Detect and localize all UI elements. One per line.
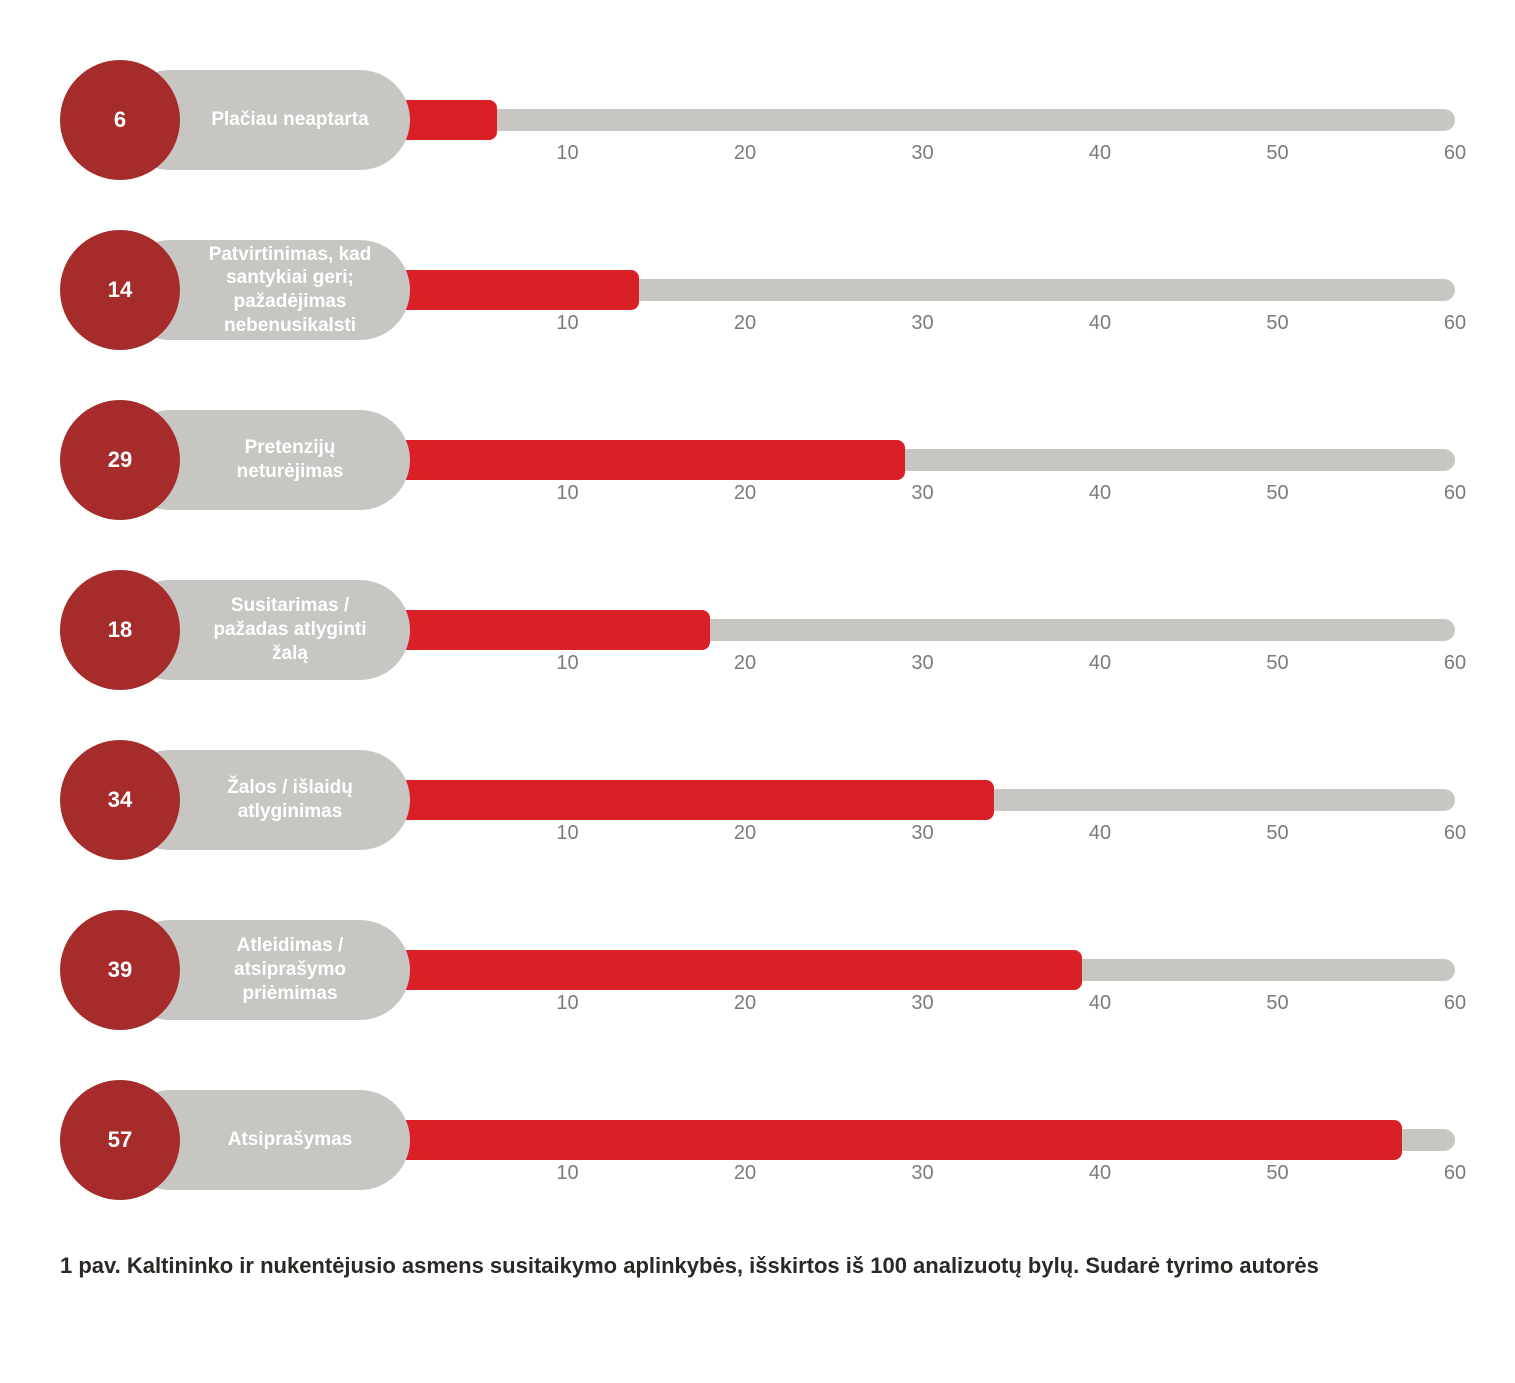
axis-tick-label: 30 bbox=[911, 822, 933, 845]
axis-ticks: 102030405060 bbox=[390, 652, 1455, 682]
axis-tick-label: 20 bbox=[734, 312, 756, 335]
value-badge: 39 bbox=[60, 910, 180, 1030]
axis-tick-label: 60 bbox=[1444, 142, 1466, 165]
axis-tick-label: 40 bbox=[1089, 822, 1111, 845]
chart-row: 14Patvirtinimas, kad santykiai geri; paž… bbox=[60, 230, 1455, 350]
axis-ticks: 102030405060 bbox=[390, 312, 1455, 342]
axis-tick-label: 20 bbox=[734, 652, 756, 675]
axis-tick-label: 40 bbox=[1089, 482, 1111, 505]
axis-tick-label: 50 bbox=[1266, 992, 1288, 1015]
axis-tick-label: 40 bbox=[1089, 312, 1111, 335]
axis-tick-label: 10 bbox=[556, 482, 578, 505]
axis-tick-label: 20 bbox=[734, 482, 756, 505]
axis-tick-label: 50 bbox=[1266, 652, 1288, 675]
bar-fill bbox=[390, 610, 710, 650]
axis-tick-label: 30 bbox=[911, 482, 933, 505]
bar-track bbox=[390, 109, 1455, 131]
bar-fill bbox=[390, 780, 994, 820]
axis-tick-label: 40 bbox=[1089, 652, 1111, 675]
axis-ticks: 102030405060 bbox=[390, 142, 1455, 172]
axis-tick-label: 50 bbox=[1266, 1162, 1288, 1185]
axis-tick-label: 50 bbox=[1266, 482, 1288, 505]
axis-tick-label: 50 bbox=[1266, 312, 1288, 335]
axis-tick-label: 60 bbox=[1444, 312, 1466, 335]
axis-tick-label: 60 bbox=[1444, 482, 1466, 505]
axis-tick-label: 20 bbox=[734, 992, 756, 1015]
value-badge: 34 bbox=[60, 740, 180, 860]
bar-fill bbox=[390, 950, 1082, 990]
axis-ticks: 102030405060 bbox=[390, 822, 1455, 852]
axis-tick-label: 20 bbox=[734, 822, 756, 845]
axis-ticks: 102030405060 bbox=[390, 482, 1455, 512]
axis-ticks: 102030405060 bbox=[390, 1162, 1455, 1192]
axis-ticks: 102030405060 bbox=[390, 992, 1455, 1022]
bar-track-area: 102030405060 bbox=[390, 580, 1455, 680]
axis-tick-label: 10 bbox=[556, 312, 578, 335]
value-badge: 29 bbox=[60, 400, 180, 520]
axis-tick-label: 10 bbox=[556, 142, 578, 165]
axis-tick-label: 10 bbox=[556, 822, 578, 845]
bar-track-area: 102030405060 bbox=[390, 1090, 1455, 1190]
axis-tick-label: 50 bbox=[1266, 142, 1288, 165]
value-badge: 6 bbox=[60, 60, 180, 180]
axis-tick-label: 40 bbox=[1089, 992, 1111, 1015]
axis-tick-label: 60 bbox=[1444, 1162, 1466, 1185]
value-badge: 18 bbox=[60, 570, 180, 690]
axis-tick-label: 30 bbox=[911, 992, 933, 1015]
chart-row: 29Pretenzijų neturėjimas102030405060 bbox=[60, 400, 1455, 520]
bar-track-area: 102030405060 bbox=[390, 920, 1455, 1020]
chart-row: 57Atsiprašymas102030405060 bbox=[60, 1080, 1455, 1200]
bar-track-area: 102030405060 bbox=[390, 240, 1455, 340]
bar-track-area: 102030405060 bbox=[390, 410, 1455, 510]
axis-tick-label: 10 bbox=[556, 1162, 578, 1185]
bar-fill bbox=[390, 270, 639, 310]
axis-tick-label: 40 bbox=[1089, 1162, 1111, 1185]
bar-fill bbox=[390, 440, 905, 480]
axis-tick-label: 30 bbox=[911, 142, 933, 165]
axis-tick-label: 50 bbox=[1266, 822, 1288, 845]
chart-row: 39Atleidimas / atsiprašymo priėmimas1020… bbox=[60, 910, 1455, 1030]
axis-tick-label: 40 bbox=[1089, 142, 1111, 165]
bar-fill bbox=[390, 1120, 1402, 1160]
bar-track-area: 102030405060 bbox=[390, 70, 1455, 170]
axis-tick-label: 20 bbox=[734, 1162, 756, 1185]
chart-row: 6Plačiau neaptarta102030405060 bbox=[60, 60, 1455, 180]
bar-chart: 6Plačiau neaptarta10203040506014Patvirti… bbox=[60, 60, 1455, 1200]
chart-row: 34Žalos / išlaidų atlyginimas10203040506… bbox=[60, 740, 1455, 860]
axis-tick-label: 20 bbox=[734, 142, 756, 165]
bar-track-area: 102030405060 bbox=[390, 750, 1455, 850]
chart-caption: 1 pav. Kaltininko ir nukentėjusio asmens… bbox=[60, 1250, 1440, 1282]
axis-tick-label: 60 bbox=[1444, 992, 1466, 1015]
chart-row: 18Susitarimas / pažadas atlyginti žalą10… bbox=[60, 570, 1455, 690]
axis-tick-label: 30 bbox=[911, 652, 933, 675]
axis-tick-label: 60 bbox=[1444, 822, 1466, 845]
axis-tick-label: 30 bbox=[911, 312, 933, 335]
axis-tick-label: 10 bbox=[556, 992, 578, 1015]
value-badge: 57 bbox=[60, 1080, 180, 1200]
value-badge: 14 bbox=[60, 230, 180, 350]
axis-tick-label: 30 bbox=[911, 1162, 933, 1185]
axis-tick-label: 10 bbox=[556, 652, 578, 675]
axis-tick-label: 60 bbox=[1444, 652, 1466, 675]
